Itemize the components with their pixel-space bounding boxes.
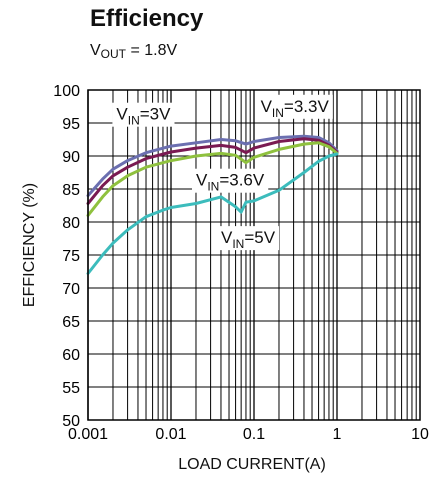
y-tick-label: 80 — [62, 215, 80, 232]
series-line — [86, 137, 339, 205]
y-tick-label: 100 — [53, 83, 80, 100]
y-tick-label: 90 — [62, 149, 80, 166]
subtitle-subscript: OUT — [100, 47, 127, 61]
grid-lines — [87, 89, 420, 421]
tick-labels: 50 55 60 65 70 75 80 85 90 95 100 0.001 0.01 0.1 1 10 — [53, 83, 429, 443]
y-tick-label: 65 — [62, 314, 80, 331]
y-tick-label: 55 — [62, 380, 80, 397]
y-tick-label: 85 — [62, 182, 80, 199]
x-tick-label: 0.001 — [68, 426, 108, 443]
x-tick-label: 0.01 — [155, 426, 186, 443]
series-line — [86, 134, 339, 198]
x-tick-label: 0.1 — [243, 426, 265, 443]
y-tick-label: 75 — [62, 248, 80, 265]
series-line — [86, 152, 339, 275]
series-label-bg — [216, 226, 280, 251]
y-tick-label: 95 — [62, 116, 80, 133]
y-tick-label: 60 — [62, 347, 80, 364]
y-tick-label: 50 — [62, 413, 80, 430]
plot-frame — [87, 89, 421, 421]
series-label: VIN=3V — [116, 105, 171, 128]
series-labels: VIN=3V VIN=3.3V VIN=3.6V VIN=5V — [112, 94, 333, 251]
series-label-bg — [191, 168, 269, 193]
x-axis-label: LOAD CURRENT(A) — [178, 456, 326, 473]
x-tick-label: 1 — [333, 426, 342, 443]
series-lines — [86, 134, 339, 275]
series-label: VIN=3.3V — [261, 97, 330, 120]
series-line — [86, 141, 339, 217]
y-tick-label: 70 — [62, 281, 80, 298]
chart-subtitle: VOUT = 1.8V — [90, 42, 177, 61]
series-label: VIN=5V — [221, 228, 276, 251]
series-label-bg — [256, 94, 333, 119]
x-tick-label: 10 — [411, 426, 429, 443]
series-label: VIN=3.6V — [196, 171, 265, 194]
series-label-bg — [112, 102, 175, 127]
chart-title: Efficiency — [90, 5, 204, 32]
subtitle-suffix: = 1.8V — [126, 42, 178, 59]
subtitle-prefix: V — [90, 42, 101, 59]
